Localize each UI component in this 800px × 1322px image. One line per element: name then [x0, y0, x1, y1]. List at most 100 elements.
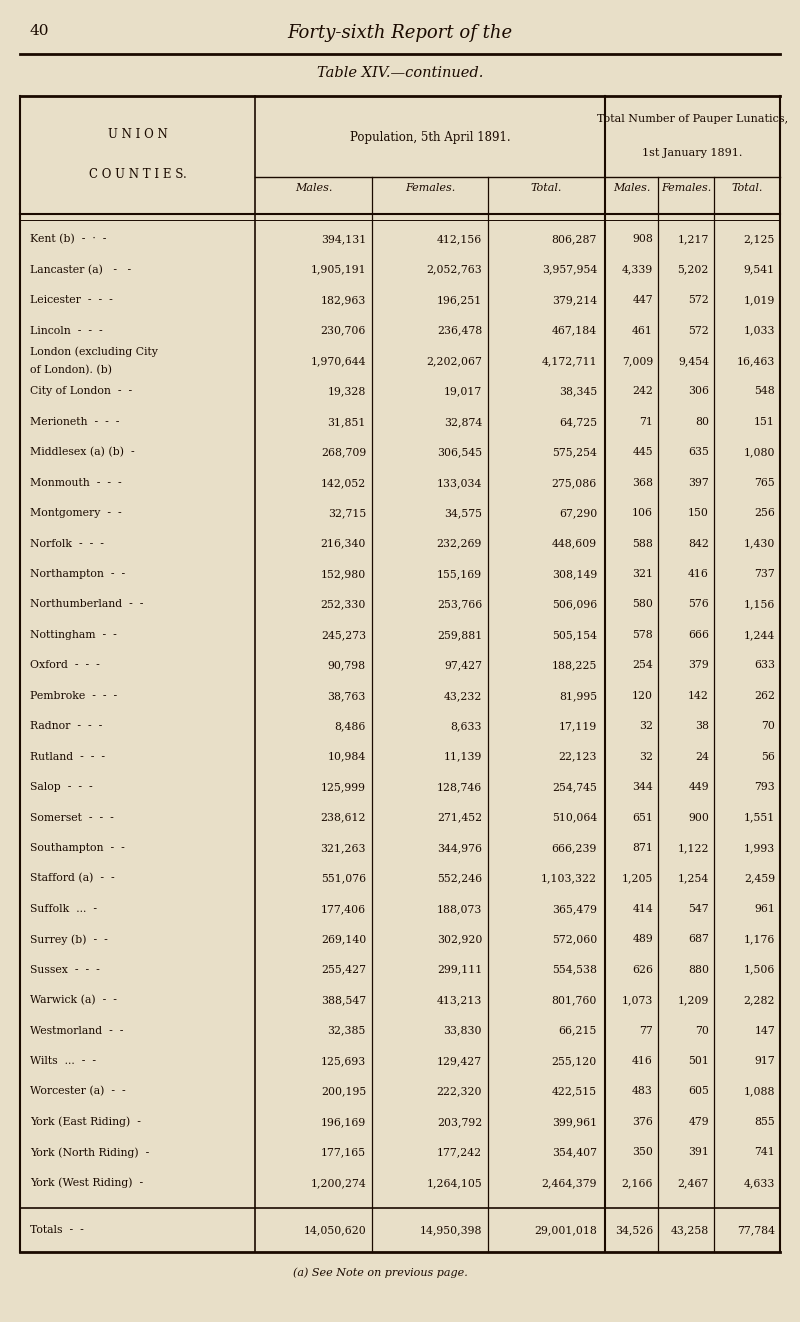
Text: 483: 483 [632, 1087, 653, 1096]
Text: 70: 70 [695, 1026, 709, 1035]
Text: 2,464,379: 2,464,379 [542, 1178, 597, 1187]
Text: 245,273: 245,273 [321, 629, 366, 640]
Text: 344,976: 344,976 [437, 843, 482, 853]
Text: Totals  -  -: Totals - - [30, 1225, 84, 1235]
Text: 489: 489 [632, 935, 653, 944]
Text: 97,427: 97,427 [444, 661, 482, 670]
Text: Population, 5th April 1891.: Population, 5th April 1891. [350, 131, 510, 144]
Text: 34,575: 34,575 [444, 508, 482, 518]
Text: 365,479: 365,479 [552, 904, 597, 914]
Text: 1,033: 1,033 [743, 325, 775, 336]
Text: 32,385: 32,385 [328, 1026, 366, 1035]
Text: 33,830: 33,830 [443, 1026, 482, 1035]
Text: 1,176: 1,176 [744, 935, 775, 944]
Text: 17,119: 17,119 [558, 722, 597, 731]
Text: York (North Riding)  -: York (North Riding) - [30, 1147, 150, 1158]
Text: 70: 70 [761, 722, 775, 731]
Text: 501: 501 [688, 1056, 709, 1066]
Text: 56: 56 [761, 752, 775, 761]
Text: 188,073: 188,073 [437, 904, 482, 914]
Text: 5,202: 5,202 [678, 264, 709, 275]
Text: 580: 580 [632, 599, 653, 609]
Text: 256: 256 [754, 508, 775, 518]
Text: 447: 447 [632, 295, 653, 305]
Text: 38,763: 38,763 [328, 691, 366, 701]
Text: 1,200,274: 1,200,274 [310, 1178, 366, 1187]
Text: 1,970,644: 1,970,644 [310, 356, 366, 366]
Text: 551,076: 551,076 [321, 874, 366, 883]
Text: 32: 32 [639, 752, 653, 761]
Text: 222,320: 222,320 [437, 1087, 482, 1096]
Text: 31,851: 31,851 [328, 416, 366, 427]
Text: of London). (b): of London). (b) [30, 365, 112, 375]
Text: 230,706: 230,706 [321, 325, 366, 336]
Text: 216,340: 216,340 [321, 538, 366, 549]
Text: 1,551: 1,551 [744, 813, 775, 822]
Text: 19,328: 19,328 [328, 386, 366, 397]
Text: 38: 38 [695, 722, 709, 731]
Text: 142,052: 142,052 [321, 477, 366, 488]
Text: 8,633: 8,633 [450, 722, 482, 731]
Text: 376: 376 [632, 1117, 653, 1126]
Text: 554,538: 554,538 [552, 965, 597, 974]
Text: Rutland  -  -  -: Rutland - - - [30, 752, 105, 761]
Text: 14,950,398: 14,950,398 [419, 1225, 482, 1235]
Text: 399,961: 399,961 [552, 1117, 597, 1126]
Text: 1,205: 1,205 [622, 874, 653, 883]
Text: 1,103,322: 1,103,322 [541, 874, 597, 883]
Text: Wilts  ...  -  -: Wilts ... - - [30, 1056, 96, 1066]
Text: 445: 445 [632, 447, 653, 457]
Text: Males.: Males. [295, 182, 332, 193]
Text: 34,526: 34,526 [614, 1225, 653, 1235]
Text: 1st January 1891.: 1st January 1891. [642, 148, 742, 159]
Text: 196,169: 196,169 [321, 1117, 366, 1126]
Text: City of London  -  -: City of London - - [30, 386, 132, 397]
Text: Northampton  -  -: Northampton - - [30, 568, 125, 579]
Text: London (excluding City: London (excluding City [30, 346, 158, 357]
Text: 635: 635 [688, 447, 709, 457]
Text: 1,254: 1,254 [678, 874, 709, 883]
Text: 306: 306 [688, 386, 709, 397]
Text: 203,792: 203,792 [437, 1117, 482, 1126]
Text: 238,612: 238,612 [321, 813, 366, 822]
Text: 479: 479 [688, 1117, 709, 1126]
Text: 572: 572 [688, 325, 709, 336]
Text: Norfolk  -  -  -: Norfolk - - - [30, 538, 104, 549]
Text: 71: 71 [639, 416, 653, 427]
Text: 16,463: 16,463 [737, 356, 775, 366]
Text: 344: 344 [632, 783, 653, 792]
Text: 200,195: 200,195 [321, 1087, 366, 1096]
Text: 9,541: 9,541 [744, 264, 775, 275]
Text: 182,963: 182,963 [321, 295, 366, 305]
Text: 575,254: 575,254 [552, 447, 597, 457]
Text: Middlesex (a) (b)  -: Middlesex (a) (b) - [30, 447, 134, 457]
Text: 900: 900 [688, 813, 709, 822]
Text: 151: 151 [754, 416, 775, 427]
Text: 842: 842 [688, 538, 709, 549]
Text: 24: 24 [695, 752, 709, 761]
Text: 388,547: 388,547 [321, 995, 366, 1005]
Text: York (West Riding)  -: York (West Riding) - [30, 1178, 143, 1188]
Text: 302,920: 302,920 [437, 935, 482, 944]
Text: 7,009: 7,009 [622, 356, 653, 366]
Text: 253,766: 253,766 [437, 599, 482, 609]
Text: 152,980: 152,980 [321, 568, 366, 579]
Text: York (East Riding)  -: York (East Riding) - [30, 1117, 141, 1128]
Text: 147: 147 [754, 1026, 775, 1035]
Text: 416: 416 [632, 1056, 653, 1066]
Text: Merioneth  -  -  -: Merioneth - - - [30, 416, 119, 427]
Text: 155,169: 155,169 [437, 568, 482, 579]
Text: 1,264,105: 1,264,105 [426, 1178, 482, 1187]
Text: 9,454: 9,454 [678, 356, 709, 366]
Text: 2,202,067: 2,202,067 [426, 356, 482, 366]
Text: Southampton  -  -: Southampton - - [30, 843, 125, 853]
Text: 572: 572 [688, 295, 709, 305]
Text: (a) See Note on previous page.: (a) See Note on previous page. [293, 1266, 467, 1277]
Text: 14,050,620: 14,050,620 [303, 1225, 366, 1235]
Text: 651: 651 [632, 813, 653, 822]
Text: 254,745: 254,745 [552, 783, 597, 792]
Text: 38,345: 38,345 [558, 386, 597, 397]
Text: Lancaster (a)   -   -: Lancaster (a) - - [30, 264, 131, 275]
Text: Monmouth  -  -  -: Monmouth - - - [30, 477, 122, 488]
Text: 354,407: 354,407 [552, 1147, 597, 1157]
